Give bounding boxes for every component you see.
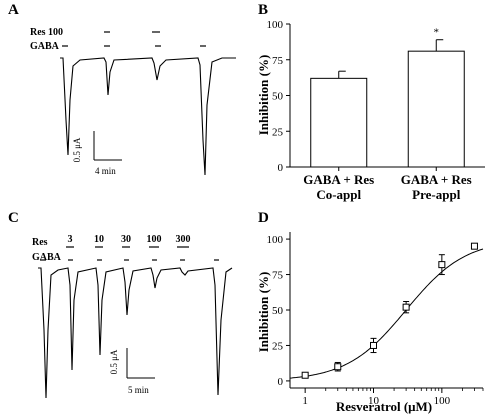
application-bars-a <box>62 31 206 47</box>
data-point-d-3 <box>402 303 410 311</box>
conc-label-30: 30 <box>121 234 131 245</box>
data-point-d-1 <box>334 363 342 371</box>
bar-b-1 <box>407 50 465 168</box>
scale-time-a: 4 min <box>95 166 116 176</box>
y-tick-label-b-1: 25 <box>272 126 284 138</box>
conc-label-3: 3 <box>68 234 73 245</box>
y-tick-label-b-4: 100 <box>267 19 284 31</box>
application-bars-c <box>40 246 219 261</box>
x-tick-label-d-0: 1 <box>302 395 308 407</box>
significance-star-b: * <box>434 27 440 39</box>
y-tick-label-d-2: 50 <box>272 305 284 317</box>
panel-label-d: D <box>258 210 269 226</box>
conc-label-300: 300 <box>176 234 191 245</box>
category-label-b-1-line1: GABA + Res <box>401 172 472 187</box>
data-point-d-4 <box>438 261 446 269</box>
data-point-d-5 <box>470 242 478 250</box>
scale-current-c: 0.5 μA <box>109 349 119 374</box>
x-axis-label-d: Resveratrol (μM) <box>336 399 432 414</box>
conc-label-100: 100 <box>147 234 162 245</box>
panel-label-b: B <box>258 2 268 18</box>
y-tick-label-b-2: 50 <box>272 91 284 103</box>
y-axis-label-d: Inhibition (%) <box>256 272 271 353</box>
current-trace-a <box>60 57 236 176</box>
current-trace-c <box>38 267 233 399</box>
y-tick-label-d-4: 100 <box>267 234 284 246</box>
data-point-d-0 <box>301 371 309 379</box>
y-tick-label-d-1: 25 <box>272 340 284 352</box>
res-label-a: Res 100 <box>30 27 63 38</box>
y-tick-label-d-0: 0 <box>278 376 284 388</box>
panel-label-c: C <box>8 210 19 226</box>
scale-bar-a <box>93 131 122 161</box>
category-label-b-0-line2: Co-appl <box>316 187 361 202</box>
fit-curve-d <box>289 248 484 379</box>
dose-response-chart-d: Inhibition (%) Resveratrol (μM) 0 25 50 75 1… <box>256 232 484 414</box>
x-tick-label-d-1: 10 <box>368 395 380 407</box>
y-tick-label-b-0: 0 <box>278 162 284 174</box>
gaba-label-a: GABA <box>30 41 60 52</box>
gaba-label-c: GABA <box>32 252 62 263</box>
bar-b-0 <box>310 77 368 168</box>
scale-current-a: 0.5 μA <box>72 137 82 162</box>
res-label-c: Res <box>32 237 48 248</box>
conc-label-10: 10 <box>94 234 104 245</box>
x-tick-label-d-2: 100 <box>434 395 451 407</box>
concentration-labels-c: 3 10 30 100 300 <box>68 234 191 245</box>
category-label-b-0-line1: GABA + Res <box>303 172 374 187</box>
category-label-b-1-line2: Pre-appl <box>412 187 461 202</box>
y-axis-label-b: Inhibition (%) <box>256 55 271 136</box>
scale-bar-c <box>126 348 155 379</box>
panel-label-a: A <box>8 2 19 18</box>
data-point-d-2 <box>370 341 378 349</box>
scale-time-c: 5 min <box>128 385 149 395</box>
y-tick-label-d-3: 75 <box>272 270 284 282</box>
y-tick-label-b-3: 75 <box>272 55 284 67</box>
